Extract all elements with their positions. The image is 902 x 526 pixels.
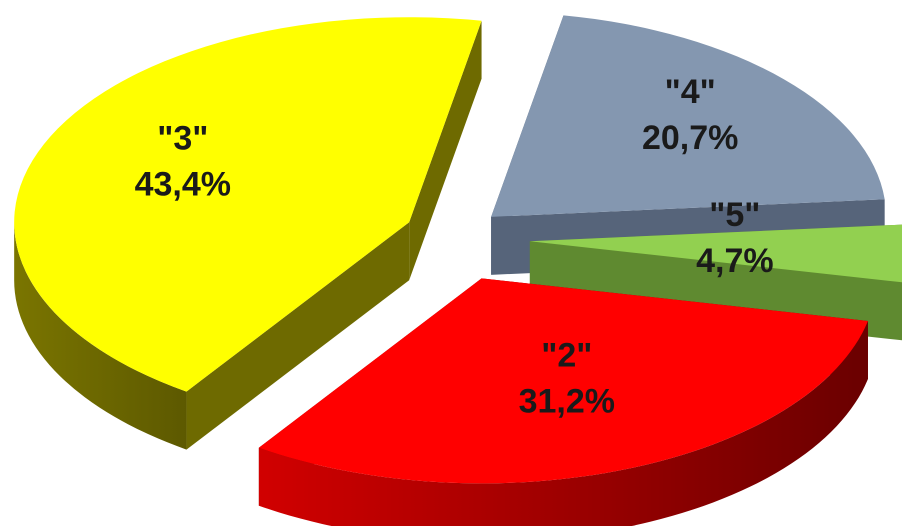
slice-3-value-label: 4,7% (696, 242, 774, 280)
pie-slice-3 (529, 224, 902, 283)
slice-0-category-label: "2" (541, 337, 592, 375)
slice-1-wall-1 (409, 20, 482, 281)
slice-1-value-label: 43,4% (135, 166, 231, 204)
pie-slice-1 (14, 17, 482, 392)
slice-3-category-label: "5" (709, 196, 760, 234)
slice-2-category-label: "4" (665, 73, 716, 111)
slice-1-wall-0 (186, 222, 410, 450)
slice-1-category-label: "3" (157, 120, 208, 158)
pie-tops (14, 15, 902, 484)
slice-2-value-label: 20,7% (642, 119, 738, 157)
slice-0-value-label: 31,2% (519, 383, 615, 421)
pie-slice-0 (258, 278, 868, 484)
slice-0-outer-wall (258, 321, 868, 526)
pie-labels: "2" 31,2% "3" 43,4% "4" 20,7% "5" 4,7% (135, 73, 774, 420)
slice-1-outer-wall (14, 222, 187, 450)
pie-slice-2 (491, 15, 885, 217)
